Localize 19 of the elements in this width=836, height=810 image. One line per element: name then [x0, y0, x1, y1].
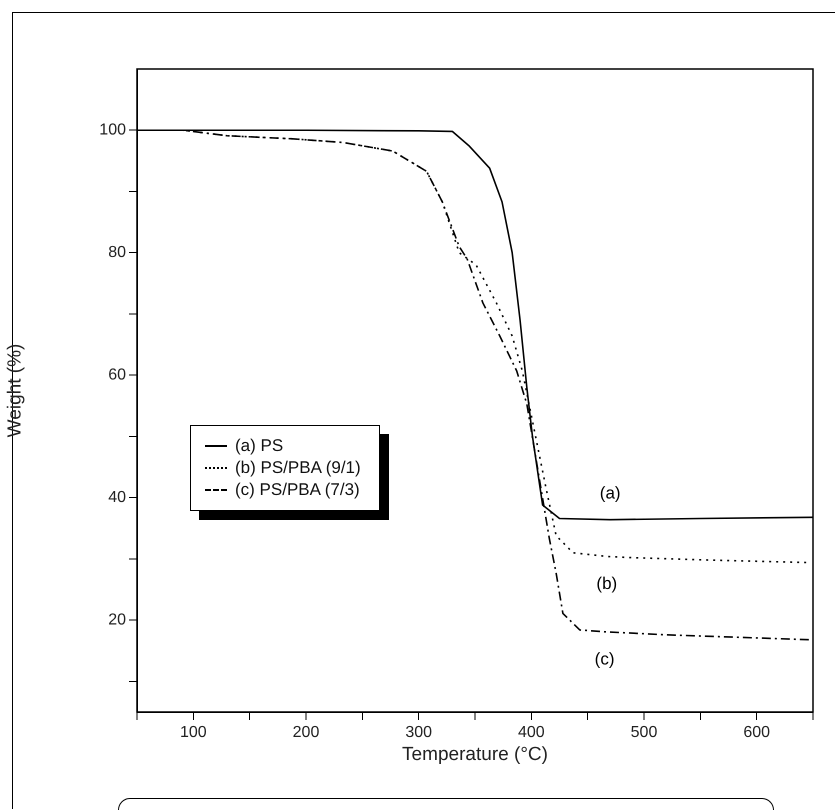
legend-label: (b) PS/PBA (9/1)	[235, 457, 361, 479]
x-tick-label: 300	[405, 724, 432, 742]
legend-label: (a) PS	[235, 435, 284, 457]
y-tick-label: 20	[108, 612, 126, 629]
x-tick-label: 100	[180, 724, 207, 742]
x-tick-label: 200	[292, 724, 320, 742]
x-axis-title: Temperature (°C)	[402, 744, 548, 765]
legend-label: (c) PS/PBA (7/3)	[235, 479, 360, 501]
x-tick-label: 400	[518, 724, 545, 742]
annotation: (a)	[600, 483, 621, 502]
y-axis-title: Weight (%)	[4, 344, 26, 438]
y-tick-label: 60	[108, 366, 126, 384]
annotation: (c)	[594, 649, 614, 668]
y-tick-label: 100	[99, 122, 126, 139]
annotation: (b)	[596, 574, 618, 594]
x-tick-label: 600	[743, 724, 770, 742]
x-tick-label: 500	[630, 724, 658, 742]
y-tick-label: 80	[108, 244, 126, 262]
y-tick-label: 40	[108, 489, 126, 506]
